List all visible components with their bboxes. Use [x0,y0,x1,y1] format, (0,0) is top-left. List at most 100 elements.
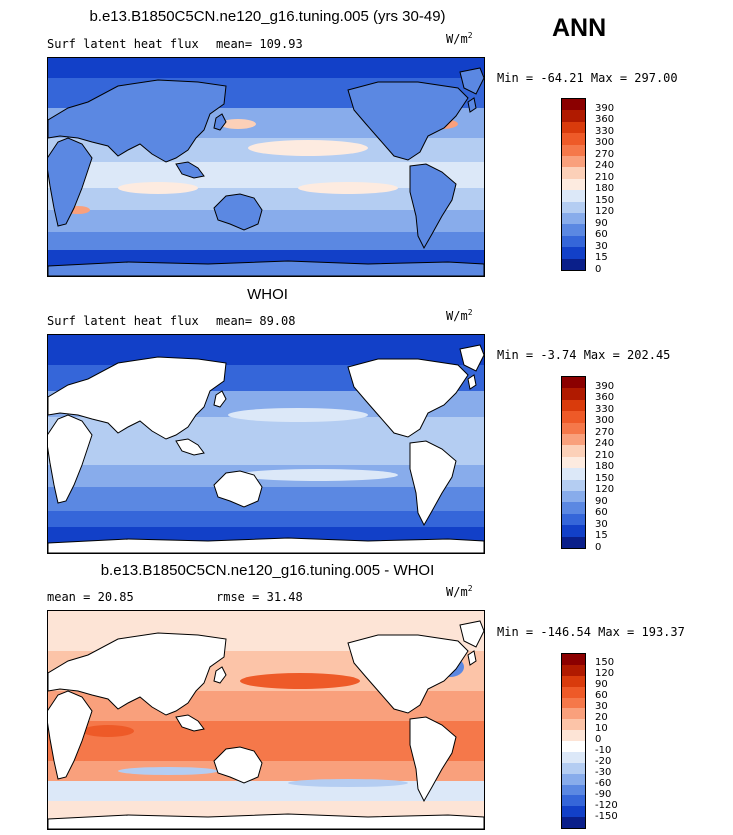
colorbar-swatch [562,675,585,687]
continent-greenland [459,620,484,648]
continent-africa [48,690,93,780]
panel-3-title: b.e13.B1850C5CN.ne120_g16.tuning.005 - W… [100,562,435,579]
colorbar-swatch [562,708,585,720]
colorbar-swatch [562,664,585,676]
colorbar-tick-label: 210 [595,171,615,183]
warm-patch [82,725,134,737]
continent-eurasia [48,356,227,440]
colorbar-swatch [562,502,585,514]
panel-1-colorbar [561,98,586,271]
colorbar-tick-label: 60 [595,229,608,241]
continent-australia [213,193,263,231]
colorbar-swatch [562,224,585,236]
panel-3-colorbar [561,653,586,829]
colorbar-swatch [562,133,585,145]
panel-3-map-svg [48,611,484,829]
colorbar-tick-label: 360 [595,392,615,404]
panel-3-mean-label: mean = [47,590,91,604]
landmass-group [48,620,484,829]
colorbar-tick-label: 120 [595,668,615,679]
continent-samerica [409,440,457,527]
colorbar-swatch [562,806,585,818]
colorbar-tick-label: -20 [595,756,612,767]
continent-greenland [459,344,484,372]
colorbar-tick-label: 300 [595,415,615,427]
panel-2-map [47,334,485,554]
colorbar-swatch [562,654,585,665]
panel-3-rmse-label: rmse = [216,590,260,604]
colorbar-tick-label: 60 [595,690,608,701]
colorbar-swatch [562,445,585,457]
light-patch [228,408,368,422]
colorbar-tick-label: 30 [595,701,608,712]
colorbar-swatch [562,121,585,134]
continent-antarctica [48,260,484,276]
colorbar-swatch [562,99,585,111]
season-label: ANN [552,14,607,42]
colorbar-swatch [562,686,585,698]
panel-1-mean-label: mean= [216,37,253,51]
panel-3-map [47,610,485,830]
panel-1-units: W/m2 [446,31,473,46]
continent-australia [213,470,263,508]
colorbar-tick-label: -120 [595,800,618,811]
colorbar-tick-label: -10 [595,745,612,756]
continent-namerica [347,358,469,438]
continent-uk [467,97,477,113]
colorbar-tick-label: 120 [595,206,615,218]
colorbar-tick-label: 60 [595,507,608,519]
colorbar-tick-label: 90 [595,495,608,507]
colorbar-tick-label: 390 [595,102,615,114]
colorbar-swatch [562,377,585,389]
colorbar-tick-label: 330 [595,403,615,415]
colorbar-swatch [562,536,585,549]
colorbar-tick-label: 15 [595,530,608,542]
continent-japan [213,390,227,408]
cool-patch [288,779,408,787]
continent-seasia [175,161,205,179]
continent-eurasia [48,79,227,163]
panel-1-map-svg [48,58,484,276]
colorbar-tick-label: 150 [595,194,615,206]
colorbar-swatch [562,110,585,122]
panel-3-rmse-value: 31.48 [266,590,303,604]
colorbar-tick-label: 150 [595,657,615,668]
continent-uk [467,650,477,666]
colorbar-tick-label: 0 [595,542,602,553]
colorbar-tick-label: -60 [595,778,612,789]
colorbar-tick-label: 30 [595,240,608,252]
cool-patch [118,767,218,775]
colorbar-swatch [562,491,585,503]
panel-2-mean-label: mean= [216,314,253,328]
colorbar-swatch [562,190,585,202]
panel-2-minmax: Min = -3.74 Max = 202.45 [497,348,671,362]
panel-3-mean-value: 20.85 [97,590,134,604]
continent-japan [213,666,227,684]
ocean-band [48,210,484,232]
colorbar-tick-label: 360 [595,114,615,126]
colorbar-swatch [562,434,585,446]
colorbar-swatch [562,213,585,225]
panel-2-variable-label: Surf latent heat flux [47,314,199,328]
panel-2-title: WHOI [247,286,288,303]
colorbar-swatch [562,399,585,412]
continent-antarctica [48,813,484,829]
panel-2-units: W/m2 [446,308,473,323]
panel-3-minmax: Min = -146.54 Max = 193.37 [497,625,685,639]
colorbar-swatch [562,235,585,248]
colorbar-tick-label: 270 [595,148,615,160]
panel-2-map-svg [48,335,484,553]
continent-eurasia [48,632,227,716]
light-patch [238,469,398,481]
warm-patch [248,140,368,156]
ocean-band [48,761,484,781]
colorbar-swatch [562,513,585,526]
colorbar-tick-label: 180 [595,461,615,473]
colorbar-tick-label: 330 [595,125,615,137]
colorbar-tick-label: 150 [595,472,615,484]
colorbar-swatch [562,422,585,435]
warm-patch [220,119,256,129]
panel-1-mean-value: 109.93 [259,37,303,51]
colorbar-swatch [562,719,585,731]
colorbar-tick-label: 0 [595,734,602,745]
